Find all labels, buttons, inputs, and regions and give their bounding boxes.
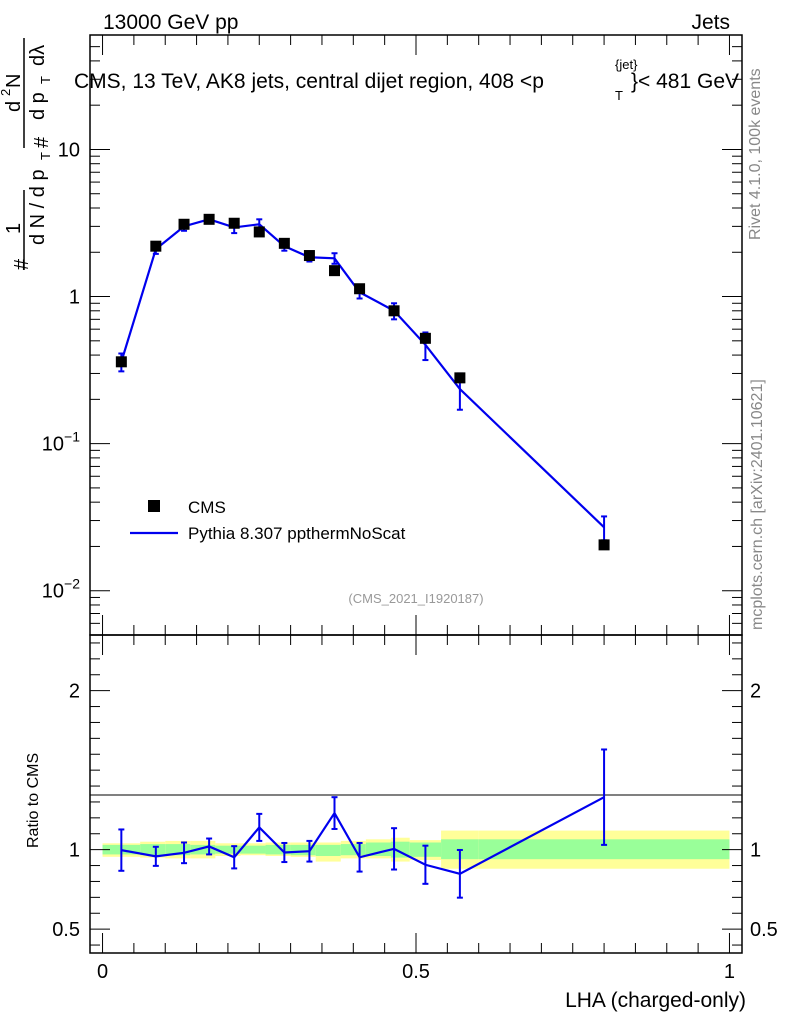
- x-tick-label: 0: [97, 961, 108, 983]
- data-point: [419, 332, 431, 344]
- ylabel-one: 1: [3, 223, 25, 234]
- ratio-ylabel: Ratio to CMS: [25, 753, 42, 848]
- data-point: [303, 250, 315, 262]
- ratio-band-inner: [365, 842, 391, 857]
- ylabel-dn: d N / d p: [27, 169, 49, 245]
- ratio-band-inner: [215, 845, 241, 854]
- ylabel-dlambda: dλ: [27, 45, 49, 66]
- data-point: [203, 213, 215, 225]
- data-point: [150, 240, 162, 252]
- data-point: [454, 372, 466, 384]
- main-ytick-label: 10−2: [42, 576, 80, 603]
- header-category: Jets: [691, 11, 730, 34]
- main-ytick-label: 10−1: [42, 429, 80, 456]
- x-axis-label: LHA (charged-only): [565, 989, 746, 1012]
- x-tick-label: 1: [724, 961, 735, 983]
- main-ytick-label: 10: [58, 139, 80, 161]
- ratio-bands: [102, 830, 730, 869]
- data-point: [388, 305, 400, 317]
- ylabel-hash1: #: [11, 258, 33, 270]
- ylabel-dpt: d p: [27, 92, 49, 120]
- ratio-ytick-label-left: 0.5: [52, 919, 80, 941]
- plot-title-sup: {jet}: [615, 57, 638, 72]
- main-mc-series: [118, 215, 608, 542]
- main-ytick-label: 1: [69, 287, 80, 309]
- legend-mc-label: Pythia 8.307 ppthermNoScat: [188, 524, 406, 543]
- ylabel-t1: T: [38, 152, 53, 160]
- legend-data-marker: [148, 500, 160, 512]
- ratio-band-inner: [340, 844, 366, 856]
- plot-title-main: CMS, 13 TeV, AK8 jets, central dijet reg…: [74, 70, 544, 93]
- ratio-panel: 0.5 0.5 1 1 2 2: [52, 634, 778, 954]
- plot-title-end: }< 481 GeV: [631, 70, 739, 93]
- ratio-ytick-label-right: 2: [750, 681, 761, 703]
- main-panel: 10−2 10−1 1 10: [42, 34, 743, 636]
- ratio-band-inner: [240, 845, 266, 854]
- mcplots-credit: mcplots.cern.ch [arXiv:2401.10621]: [749, 379, 766, 630]
- data-point: [228, 217, 240, 229]
- ratio-ytick-label-right: 0.5: [750, 919, 778, 941]
- data-point: [178, 218, 190, 230]
- main-data-series: [115, 213, 610, 551]
- ylabel-two: 2: [0, 89, 13, 96]
- ratio-band-inner: [140, 844, 166, 856]
- ratio-band-inner: [315, 844, 341, 857]
- data-point: [329, 265, 340, 277]
- legend-data-label: CMS: [188, 498, 226, 517]
- ratio-band-inner: [165, 844, 191, 856]
- rivet-credit: Rivet 4.1.0, 100k events: [747, 68, 764, 240]
- ratio-band-inner: [265, 844, 291, 855]
- ylabel-hash2: #: [31, 136, 53, 148]
- ylabel-d: d: [3, 101, 25, 112]
- data-point: [115, 356, 127, 368]
- ratio-ticks: [90, 635, 742, 953]
- ylabel-t2: T: [38, 76, 53, 84]
- data-point: [278, 237, 290, 249]
- x-tick-labels: 0 0.5 1: [97, 961, 735, 983]
- ratio-ytick-label-left: 2: [69, 681, 80, 703]
- main-ticks: [90, 34, 742, 636]
- x-tick-label: 0.5: [402, 961, 430, 983]
- main-ylabel: # 1 d N / d p T # d 2 N d p T dλ: [0, 38, 53, 270]
- ratio-band-inner: [190, 844, 216, 855]
- legend: CMS Pythia 8.307 ppthermNoScat: [130, 498, 406, 543]
- ratio-ytick-label-left: 1: [69, 840, 80, 862]
- ratio-frame: [89, 634, 743, 954]
- ratio-band-inner: [478, 839, 730, 860]
- plot-title-sub: T: [615, 88, 623, 103]
- ratio-ytick-labels: 0.5 0.5 1 1 2 2: [52, 681, 778, 942]
- ratio-mc-line: [121, 796, 605, 875]
- ratio-band-inner: [290, 844, 316, 856]
- data-point: [354, 283, 366, 295]
- ylabel-n: N: [3, 74, 25, 88]
- ratio-mc-series: [118, 748, 608, 899]
- ratio-ytick-label-right: 1: [750, 840, 761, 862]
- data-point: [253, 226, 265, 238]
- mc-line: [120, 218, 605, 529]
- analysis-watermark: (CMS_2021_I1920187): [348, 591, 483, 606]
- plot-title: CMS, 13 TeV, AK8 jets, central dijet reg…: [74, 57, 739, 103]
- data-point: [598, 539, 610, 551]
- header-energy: 13000 GeV pp: [103, 11, 238, 34]
- main-ytick-labels: 10−2 10−1 1 10: [42, 139, 80, 602]
